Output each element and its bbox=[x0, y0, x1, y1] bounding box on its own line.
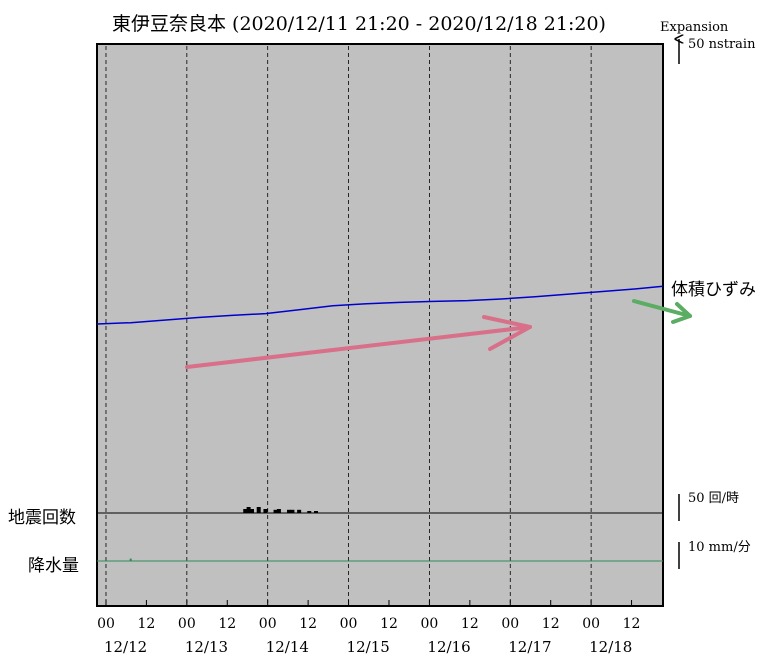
x-tick-label: 12 bbox=[299, 616, 317, 632]
x-tick-label: 00 bbox=[420, 616, 438, 632]
quake-scale-label: 50 回/時 bbox=[688, 491, 739, 506]
quake-bar bbox=[256, 507, 261, 513]
x-tick-label: 00 bbox=[178, 616, 196, 632]
x-axis-ticks: 00 12 00 12 00 12 00 12 00 12 00 12 00 12 bbox=[97, 600, 640, 632]
quake-bar bbox=[263, 509, 268, 513]
x-tick-label: 00 bbox=[501, 616, 519, 632]
x-date-label: 12/16 bbox=[427, 638, 470, 656]
x-tick-label: 12 bbox=[623, 616, 641, 632]
x-date-label: 12/17 bbox=[508, 638, 551, 656]
quake-bar bbox=[276, 509, 281, 513]
x-tick-label: 12 bbox=[137, 616, 155, 632]
rain-scale-label: 10 mm/分 bbox=[688, 540, 751, 555]
rain-marks bbox=[129, 558, 132, 561]
x-axis-dates: 12/12 12/13 12/14 12/15 12/16 12/17 12/18 bbox=[104, 638, 632, 656]
x-date-label: 12/12 bbox=[104, 638, 147, 656]
x-tick-label: 00 bbox=[340, 616, 358, 632]
red-trend-arrow bbox=[185, 315, 532, 369]
expansion-label: Expansion bbox=[660, 20, 729, 35]
quake-marks bbox=[243, 507, 318, 513]
volumetric-strain-label: 体積ひずみ bbox=[671, 280, 756, 300]
quake-bar bbox=[243, 509, 248, 513]
quake-bar bbox=[273, 509, 278, 513]
x-tick-label: 00 bbox=[97, 616, 115, 632]
green-label-arrow bbox=[632, 299, 692, 324]
rain-label: 降水量 bbox=[28, 556, 79, 576]
x-tick-label: 12 bbox=[542, 616, 560, 632]
chart-title: 東伊豆奈良本 (2020/12/11 21:20 - 2020/12/18 21… bbox=[112, 13, 606, 35]
gridlines bbox=[105, 46, 592, 604]
x-tick-label: 12 bbox=[218, 616, 236, 632]
x-date-label: 12/18 bbox=[589, 638, 632, 656]
rain-bar bbox=[129, 558, 132, 561]
plot-area bbox=[96, 43, 664, 607]
quake-bar bbox=[307, 511, 312, 513]
quake-bar bbox=[287, 509, 292, 513]
quake-bar bbox=[246, 507, 251, 513]
quake-bar bbox=[290, 509, 295, 513]
volumetric-strain-line bbox=[96, 285, 664, 325]
x-date-label: 12/13 bbox=[185, 638, 228, 656]
strain-scale-label: 50 nstrain bbox=[688, 37, 756, 52]
x-tick-label: 00 bbox=[259, 616, 277, 632]
x-tick-label: 12 bbox=[380, 616, 398, 632]
quake-bar bbox=[249, 509, 254, 513]
x-tick-label: 12 bbox=[461, 616, 479, 632]
quake-bar bbox=[313, 511, 318, 513]
x-tick-label: 00 bbox=[582, 616, 600, 632]
x-date-label: 12/15 bbox=[347, 638, 390, 656]
quake-count-label: 地震回数 bbox=[8, 508, 76, 528]
x-date-label: 12/14 bbox=[266, 638, 309, 656]
quake-bar bbox=[297, 509, 302, 513]
